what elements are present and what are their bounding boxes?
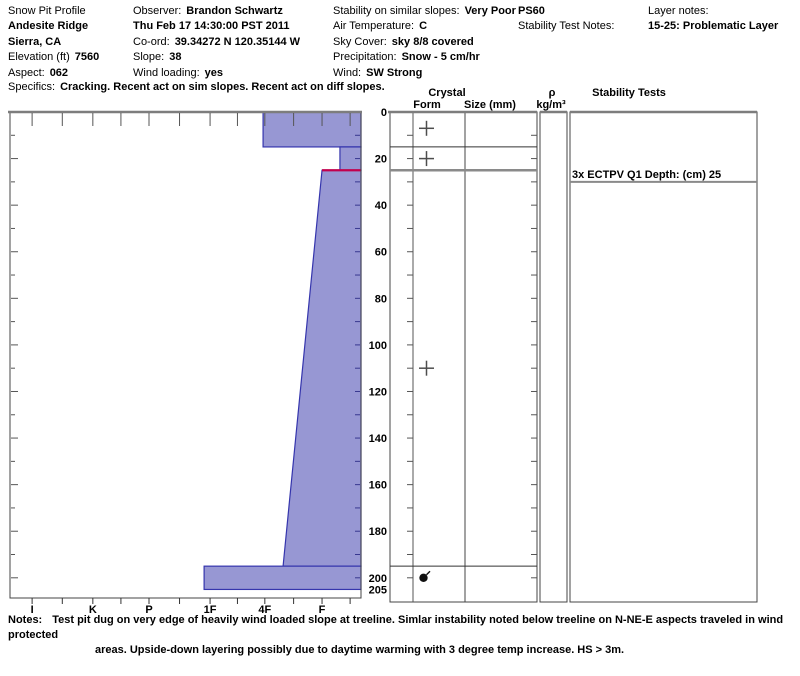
header-column-3: Stability on similar slopes: Very Poor Air… (333, 4, 516, 81)
header-field: Layer notes: (648, 4, 778, 19)
depth-axis-label: 80 (375, 293, 387, 305)
hardness-axis-label: F (319, 604, 326, 616)
hardness-axis-label: 1F (204, 604, 217, 616)
header-field: Stability on similar slopes: Very Poor (333, 4, 516, 19)
stability-panel-frame (569, 111, 758, 603)
crystal-wet-grain-icon (419, 573, 428, 582)
header-field-value: sky 8/8 covered (391, 35, 474, 48)
header-column-4: PS60 Stability Test Notes: (518, 4, 614, 35)
header-field-label: Observer: (133, 5, 182, 17)
header-field-value: C (419, 20, 428, 33)
header-field-value: SW Strong (366, 66, 423, 79)
header-field: Wind loading: yes (133, 66, 300, 81)
depth-axis-label: 100 (369, 340, 387, 352)
header-field-value: 38 (169, 51, 182, 64)
header-field-label: Sky Cover: (333, 35, 387, 48)
header-field-label: Stability Test Notes: (518, 20, 615, 33)
header-field-value: 062 (49, 66, 69, 79)
specifics-value: Cracking. Recent act on sim slopes. Rece… (60, 81, 385, 93)
density-panel-frame (539, 111, 568, 603)
snow-layer (203, 565, 362, 591)
specifics-row: Specifics: Cracking. Recent act on sim sl… (8, 81, 385, 93)
snow-layer (262, 111, 362, 148)
header-field-value: Thu Feb 17 14:30:00 PST 2011 (133, 20, 290, 33)
header-field: Aspect: 062 (8, 66, 99, 81)
pit-info-header: Snow Pit Profile Andesite Ridge Sierra, CA… (0, 4, 800, 82)
header-field: Wind: SW Strong (333, 66, 516, 81)
snow-layer (282, 169, 362, 567)
header-field: Precipitation: Snow - 5 cm/hr (333, 50, 516, 65)
crystal-wet-grain-icon (426, 570, 431, 576)
notes-label: Notes: (8, 614, 43, 626)
header-field-value: Sierra, CA (8, 35, 62, 48)
header-field-value: Snow - 5 cm/hr (401, 51, 480, 64)
form-header: Form (413, 99, 441, 111)
header-field-value: Very Poor (464, 5, 516, 17)
header-field: Sky Cover: sky 8/8 covered (333, 35, 516, 50)
header-field-label: Wind: (333, 66, 362, 79)
header-field-label: Co-ord: (133, 35, 170, 48)
depth-axis-label: 140 (369, 433, 387, 445)
header-field-value: yes (204, 66, 224, 79)
hardness-axis-label: P (145, 604, 152, 616)
specifics-label: Specifics: (8, 81, 56, 93)
header-field-label: Snow Pit Profile (8, 5, 86, 17)
notes-line-2: areas. Upside-down layering possibly due… (95, 644, 625, 656)
crystal-panel-frame (389, 111, 538, 603)
hardness-axis-label: 4F (258, 604, 271, 616)
header-field-value: 39.34272 N 120.35144 W (174, 35, 301, 48)
hardness-axis-label: K (89, 604, 97, 616)
header-field-label: Slope: (133, 51, 165, 64)
header-field-label: Precipitation: (333, 51, 397, 64)
header-field: Slope: 38 (133, 50, 300, 65)
size-header: Size (mm) (464, 99, 516, 111)
header-field-value: PS60 (518, 5, 545, 17)
stability-tests-header: Stability Tests (592, 87, 666, 99)
notes-text: Test pit dug on very edge of heavily win… (8, 614, 784, 641)
depth-axis-label: 180 (369, 526, 387, 538)
header-field-label: Aspect: (8, 66, 45, 79)
header-field-value: Brandon Schwartz (186, 5, 283, 17)
density-header: ρ (549, 87, 556, 99)
header-field-value: 7560 (74, 51, 100, 64)
header-field-value: 15-25: Problematic Layer (648, 20, 779, 33)
header-field: PS60 (518, 4, 614, 19)
stability-test-label: 3x ECTPV Q1 Depth: (cm) 25 (572, 169, 721, 181)
notes-line-1: Notes: Test pit dug on very edge of heavi… (8, 613, 788, 643)
depth-axis-label: 20 (375, 154, 387, 166)
depth-axis-label: 200 (369, 573, 387, 585)
header-field: Elevation (ft) 7560 (8, 50, 99, 65)
header-field-label: Elevation (ft) (8, 51, 70, 64)
header-column-5: Layer notes: 15-25: Problematic Layer (648, 4, 778, 35)
header-field: Thu Feb 17 14:30:00 PST 2011 (133, 19, 300, 34)
depth-axis-label: 0 (381, 107, 387, 119)
header-field: Sierra, CA (8, 35, 99, 50)
header-field-label: Wind loading: (133, 66, 200, 79)
header-field: Snow Pit Profile (8, 4, 99, 19)
crystal-header: Crystal (428, 87, 465, 99)
header-field-label: Stability on similar slopes: (333, 5, 460, 17)
depth-axis-label: 205 (369, 584, 387, 596)
header-field: 15-25: Problematic Layer (648, 19, 778, 34)
header-field-label: Layer notes: (648, 5, 709, 17)
header-column-2: Observer: Brandon Schwartz Thu Feb 17 14:3… (133, 4, 300, 81)
header-column-1: Snow Pit Profile Andesite Ridge Sierra, CA… (8, 4, 99, 81)
hardness-axis-label: I (31, 604, 34, 616)
header-field: Co-ord: 39.34272 N 120.35144 W (133, 35, 300, 50)
depth-axis-label: 60 (375, 247, 387, 259)
header-field: Air Temperature: C (333, 19, 516, 34)
header-field-value: Andesite Ridge (8, 20, 89, 33)
density-unit-header: kg/m³ (536, 99, 566, 111)
header-field-label: Air Temperature: (333, 20, 415, 33)
header-field: Andesite Ridge (8, 19, 99, 34)
depth-axis-label: 40 (375, 200, 387, 212)
notes-section: Notes: Test pit dug on very edge of heavi… (8, 613, 788, 658)
depth-axis-label: 120 (369, 386, 387, 398)
depth-axis-label: 160 (369, 480, 387, 492)
header-field: Observer: Brandon Schwartz (133, 4, 300, 19)
header-field: Stability Test Notes: (518, 19, 614, 34)
